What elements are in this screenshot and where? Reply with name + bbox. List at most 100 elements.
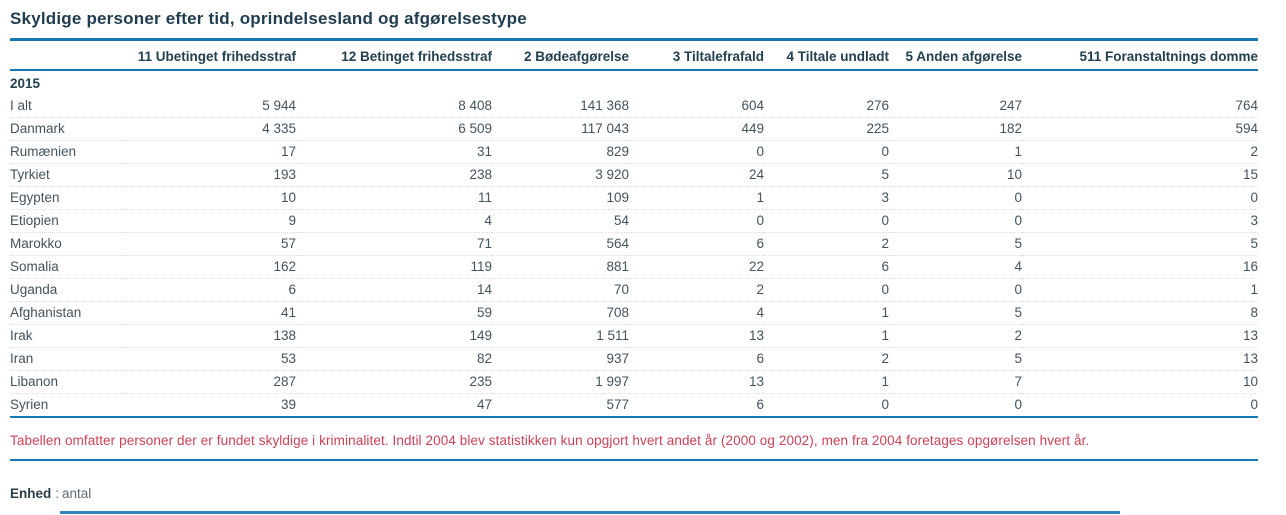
unit-label: Enhed: [10, 486, 52, 501]
value-cell: 0: [889, 277, 1022, 301]
value-cell: 138: [125, 323, 296, 347]
row-label: Irak: [10, 323, 125, 347]
value-cell: 57: [125, 231, 296, 255]
value-cell: 13: [629, 369, 764, 393]
value-cell: 22: [629, 254, 764, 278]
value-cell: 6: [629, 346, 764, 370]
value-cell: 577: [492, 392, 629, 416]
value-cell: 54: [492, 208, 629, 232]
value-cell: 2: [629, 277, 764, 301]
table-bottom-divider: [10, 416, 1258, 418]
value-cell: 0: [764, 392, 889, 416]
value-cell: 1 511: [492, 323, 629, 347]
value-cell: 604: [741, 97, 764, 113]
row-label: Tyrkiet: [10, 162, 125, 186]
value-cell: 71: [296, 231, 492, 255]
row-label: Egypten: [10, 185, 125, 209]
value-cell: 6: [629, 231, 764, 255]
value-cell: 235: [296, 369, 492, 393]
table-row: Rumænien 17 31 829 0 0 1 2: [10, 139, 1258, 163]
value-cell: 5: [889, 300, 1022, 324]
value-cell: 2: [764, 231, 889, 255]
year-label: 2015: [10, 76, 41, 91]
year-group-row: 2015: [10, 70, 1258, 94]
column-header: 5 Anden afgørelse: [889, 41, 1022, 71]
value-cell: 8 408: [458, 97, 492, 113]
value-cell: 287: [125, 369, 296, 393]
row-label: Rumænien: [10, 139, 125, 163]
value-cell: 31: [296, 139, 492, 163]
value-cell: 764: [1235, 97, 1258, 113]
value-cell: 238: [296, 162, 492, 186]
value-cell: 9: [125, 208, 296, 232]
value-cell: 276: [866, 97, 889, 113]
value-cell: 4: [296, 208, 492, 232]
column-header: 511 Foranstaltnings domme: [1022, 41, 1258, 71]
value-cell: 1 997: [492, 369, 629, 393]
value-cell: 17: [125, 139, 296, 163]
unit-value: antal: [62, 486, 92, 501]
value-cell: 149: [296, 323, 492, 347]
value-cell: 247: [999, 97, 1022, 113]
row-label: I alt: [10, 97, 32, 113]
value-cell: 11: [296, 185, 492, 209]
value-cell: 8: [1022, 300, 1258, 324]
row-label: Somalia: [10, 254, 125, 278]
value-cell: 7: [889, 369, 1022, 393]
table-row: Egypten 10 11 109 1 3 0 0: [10, 185, 1258, 209]
value-cell: 0: [889, 208, 1022, 232]
value-cell: 937: [492, 346, 629, 370]
row-label: Uganda: [10, 277, 125, 301]
title-divider: [10, 38, 1258, 41]
value-cell: 39: [125, 392, 296, 416]
value-cell: 449: [629, 116, 764, 140]
value-cell: 3 920: [492, 162, 629, 186]
table-row: Iran 53 82 937 6 2 5 13: [10, 346, 1258, 370]
unit-line: Enhed: antal: [10, 486, 1258, 501]
value-cell: 0: [1022, 392, 1258, 416]
value-cell: 1: [764, 300, 889, 324]
value-cell: 1: [629, 185, 764, 209]
row-label: Syrien: [10, 392, 125, 416]
corner-cell: [10, 41, 125, 71]
table-row: Uganda 6 14 70 2 0 0 1: [10, 277, 1258, 301]
value-cell: 5 944: [262, 97, 296, 113]
table-row: Afghanistan 41 59 708 4 1 5 8: [10, 300, 1258, 324]
next-section-divider: [60, 511, 1120, 514]
value-cell: 5: [764, 162, 889, 186]
value-cell: 0: [764, 208, 889, 232]
value-cell: 59: [296, 300, 492, 324]
value-cell: 70: [492, 277, 629, 301]
value-cell: 564: [492, 231, 629, 255]
value-cell: 829: [492, 139, 629, 163]
value-cell: 24: [629, 162, 764, 186]
value-cell: 13: [1022, 323, 1258, 347]
value-cell: 4: [889, 254, 1022, 278]
value-cell: 47: [296, 392, 492, 416]
value-cell: 182: [889, 116, 1022, 140]
table-row: Syrien 39 47 577 6 0 0 0: [10, 392, 1258, 416]
statistics-table: 11 Ubetinget frihedsstraf 12 Betinget fri…: [10, 41, 1258, 416]
value-cell: 13: [629, 323, 764, 347]
value-cell: 881: [492, 254, 629, 278]
value-cell: 1: [764, 369, 889, 393]
value-cell: 82: [296, 346, 492, 370]
table-row: Danmark 4 335 6 509 117 043 449 225 182 594: [10, 116, 1258, 140]
footnote-divider: [10, 459, 1258, 461]
value-cell: 5: [889, 346, 1022, 370]
value-cell: 15: [1022, 162, 1258, 186]
value-cell: 4 335: [125, 116, 296, 140]
table-footnote: Tabellen omfatter personer der er fundet…: [10, 433, 1090, 448]
column-header: 4 Tiltale undladt: [764, 41, 889, 71]
value-cell: 10: [889, 162, 1022, 186]
row-label: Libanon: [10, 369, 125, 393]
value-cell: 1: [764, 323, 889, 347]
value-cell: 6 509: [296, 116, 492, 140]
value-cell: 0: [889, 185, 1022, 209]
row-label: Etiopien: [10, 208, 125, 232]
value-cell: 119: [296, 254, 492, 278]
value-cell: 6: [125, 277, 296, 301]
page-title: Skyldige personer efter tid, oprindelses…: [10, 9, 527, 28]
column-header: 12 Betinget frihedsstraf: [296, 41, 492, 71]
